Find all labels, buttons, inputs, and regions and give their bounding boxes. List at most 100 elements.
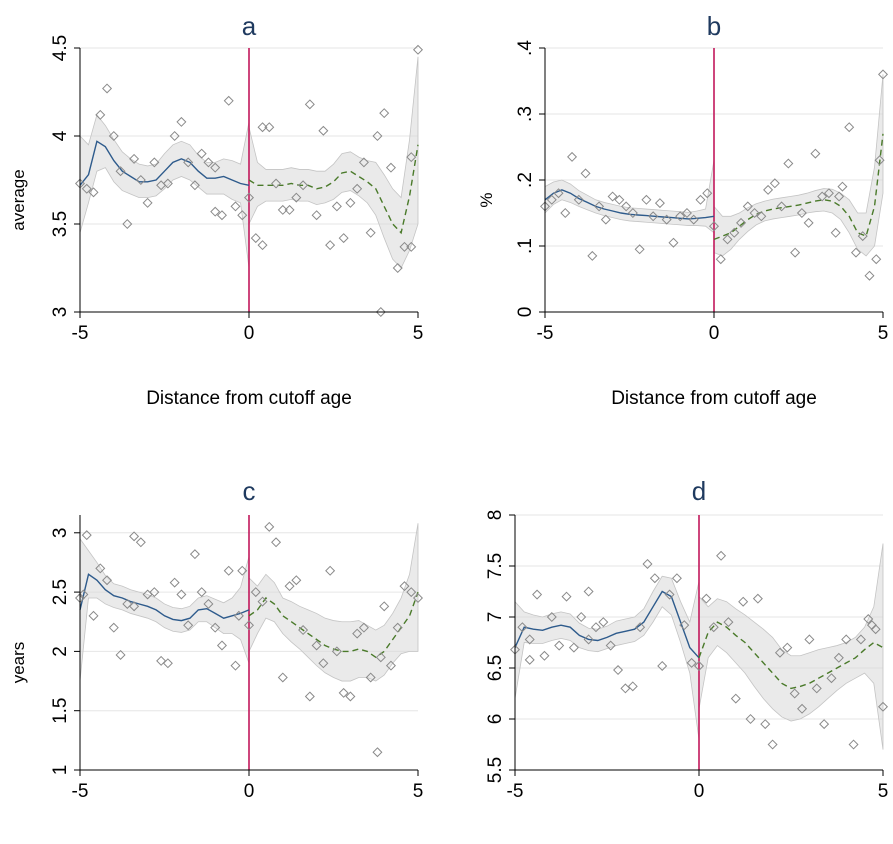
- data-point: [375, 306, 386, 318]
- data-point: [230, 660, 241, 671]
- x-tick-label: 0: [694, 781, 705, 802]
- data-point: [804, 634, 815, 645]
- confidence-band-right: [713, 74, 884, 257]
- data-point: [304, 691, 315, 702]
- x-tick-label: 0: [244, 323, 255, 344]
- data-point: [304, 99, 315, 110]
- data-point: [291, 192, 302, 203]
- data-point: [122, 218, 133, 230]
- data-point: [372, 130, 383, 142]
- data-point: [769, 178, 780, 189]
- data-point: [736, 217, 747, 228]
- data-point: [810, 148, 821, 159]
- data-point: [115, 166, 126, 177]
- data-point: [590, 622, 601, 633]
- data-point: [95, 109, 106, 120]
- data-point: [284, 581, 295, 592]
- data-point: [412, 593, 424, 604]
- panel-title: d: [692, 476, 706, 506]
- data-point: [782, 642, 793, 653]
- data-point: [318, 125, 329, 136]
- data-point: [524, 634, 535, 645]
- data-point: [708, 622, 719, 633]
- data-point: [716, 550, 727, 561]
- data-point: [81, 530, 92, 541]
- data-point: [210, 162, 221, 173]
- y-tick-label: 4: [50, 130, 71, 141]
- data-point: [841, 634, 852, 645]
- data-point: [642, 558, 653, 569]
- data-point: [345, 691, 356, 702]
- data-point: [863, 614, 874, 625]
- data-point: [745, 713, 756, 725]
- data-point: [580, 168, 591, 179]
- data-point: [176, 116, 187, 127]
- data-point: [196, 587, 207, 598]
- x-axis-label: Distance from cutoff age: [146, 388, 352, 409]
- data-point: [237, 210, 248, 221]
- data-point: [587, 250, 598, 261]
- fit-line-right: [698, 621, 884, 690]
- y-tick-label: .4: [515, 40, 536, 56]
- data-point: [149, 587, 160, 598]
- data-point: [318, 658, 329, 669]
- y-tick-label: 5.5: [485, 757, 506, 783]
- data-point: [277, 672, 288, 683]
- data-point: [783, 158, 794, 169]
- data-point: [803, 217, 814, 228]
- data-point: [763, 184, 774, 195]
- x-tick-label: 5: [413, 781, 424, 802]
- data-point: [406, 587, 417, 598]
- data-point: [271, 178, 282, 189]
- data-point: [331, 646, 342, 657]
- data-point: [664, 589, 675, 600]
- data-point: [216, 210, 227, 221]
- data-point: [169, 130, 180, 142]
- data-point: [546, 611, 557, 623]
- x-tick-label: 0: [244, 781, 255, 802]
- data-point: [607, 191, 618, 202]
- y-tick-label: 2.5: [50, 579, 71, 605]
- data-point: [108, 622, 119, 633]
- fit-line-left: [79, 573, 250, 622]
- data-point: [399, 581, 410, 592]
- fit-line-right: [713, 133, 884, 241]
- x-tick-label: 0: [709, 323, 720, 344]
- data-point: [752, 593, 763, 604]
- data-point: [554, 640, 565, 651]
- data-point: [298, 625, 309, 636]
- data-point: [681, 207, 692, 219]
- data-point: [406, 152, 417, 163]
- data-point: [78, 589, 89, 600]
- data-point: [524, 654, 535, 665]
- data-point: [866, 620, 877, 631]
- data-point: [679, 620, 690, 631]
- data-point: [553, 188, 564, 199]
- y-tick-label: 0: [515, 307, 536, 318]
- data-point: [620, 683, 631, 694]
- data-point: [539, 650, 550, 661]
- data-point: [257, 596, 268, 607]
- data-point: [600, 214, 611, 225]
- data-point: [641, 194, 652, 205]
- data-point: [774, 647, 785, 658]
- data-point: [654, 198, 665, 209]
- data-point: [102, 83, 113, 94]
- x-tick-label: -5: [507, 781, 524, 802]
- data-point: [649, 573, 660, 584]
- data-point: [375, 652, 386, 663]
- data-point: [560, 207, 571, 219]
- data-point: [149, 157, 160, 168]
- y-axis-label: %: [477, 192, 496, 207]
- y-axis-label: years: [9, 642, 28, 684]
- y-tick-label: .2: [515, 172, 536, 188]
- data-point: [722, 234, 733, 245]
- data-point: [156, 655, 167, 666]
- data-point: [756, 211, 767, 222]
- y-tick-label: .3: [515, 106, 536, 122]
- data-point: [613, 665, 624, 676]
- data-point: [102, 575, 113, 586]
- data-point: [250, 233, 261, 244]
- panel-title: c: [243, 476, 256, 506]
- data-point: [372, 747, 383, 758]
